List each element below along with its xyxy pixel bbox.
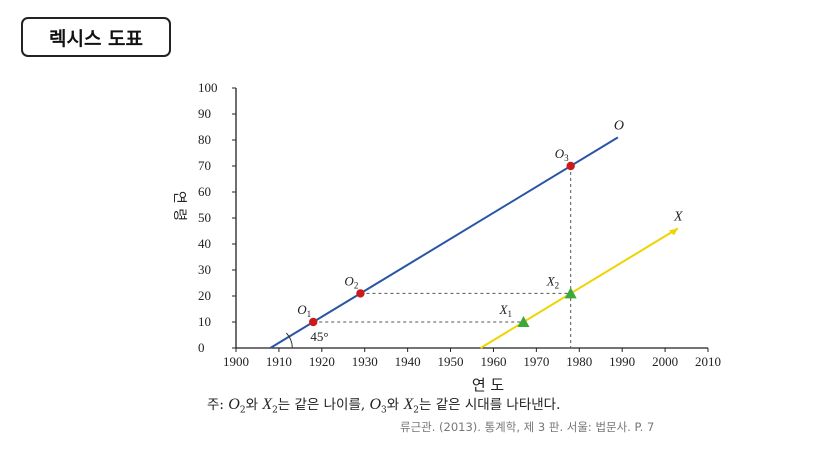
caption-o3-sub: 3 [381,405,387,416]
point-label-o1: O1 [297,302,311,319]
y-tick-label: 60 [198,184,211,199]
y-tick-label: 100 [198,80,218,95]
x-tick-label: 1970 [523,354,549,369]
diagram-caption: 주: O2와 X2는 같은 나이를, O3와 X2는 같은 시대를 나타낸다. [207,393,560,416]
y-tick-label: 90 [198,106,211,121]
y-tick-label: 50 [198,210,211,225]
y-tick-label: 80 [198,132,211,147]
caption-o3: O [369,396,382,413]
angle-label: 45° [310,329,328,344]
life-line-label-o: O [614,118,624,133]
point-x1 [517,316,530,327]
y-axis-label: 연 령 [171,191,187,221]
caption-wa-1: 와 [245,397,263,413]
life-line-x [480,227,679,349]
y-tick-label: 10 [198,314,211,329]
arrowhead-x [668,228,678,236]
caption-x2-b-sub: 2 [413,405,420,416]
point-o3 [566,161,575,171]
x-tick-label: 2010 [695,354,721,369]
caption-x2-a: X [262,396,273,413]
caption-mid-2: 는 같은 시대를 나타낸다. [419,397,561,413]
caption-prefix: 주: [207,397,229,413]
point-label-x2: X2 [546,273,559,290]
y-tick-label: 40 [198,236,211,251]
caption-o2-sub: 2 [239,405,246,416]
y-tick-label: 0 [198,340,205,355]
life-line-o [269,136,619,349]
point-label-o2: O2 [344,273,358,290]
x-tick-label: 2000 [652,354,678,369]
x-tick-label: 1960 [480,354,506,369]
caption-o2: O [228,396,240,413]
life-line-label-x: X [673,209,683,224]
page-title: 렉시스 도표 [21,17,171,57]
y-tick-label: 30 [198,262,211,277]
x-tick-label: 1900 [223,354,249,369]
x-tick-label: 1950 [438,354,464,369]
x-tick-label: 1910 [266,354,292,369]
point-label-o3: O3 [555,146,569,163]
caption-wa-2: 와 [386,397,404,413]
x-tick-label: 1940 [395,354,421,369]
y-tick-label: 20 [198,288,211,303]
point-o1 [309,317,318,327]
y-tick-label: 70 [198,158,211,173]
caption-x2-b: X [403,396,414,413]
x-tick-label: 1930 [352,354,378,369]
x-tick-label: 1920 [309,354,335,369]
x-tick-label: 1990 [609,354,635,369]
source-citation: 류근관. (2013). 통계학, 제 3 판. 서울: 법문사. P. 7 [400,420,655,434]
point-label-x1: X1 [498,302,511,319]
point-o2 [356,289,365,298]
point-x2 [564,287,577,299]
caption-x2-a-sub: 2 [272,405,278,416]
x-axis-label: 연 도 [472,376,505,394]
caption-mid-1: 는 같은 나이를, [277,397,370,413]
x-tick-label: 1980 [566,354,592,369]
angle-arc [285,332,293,349]
